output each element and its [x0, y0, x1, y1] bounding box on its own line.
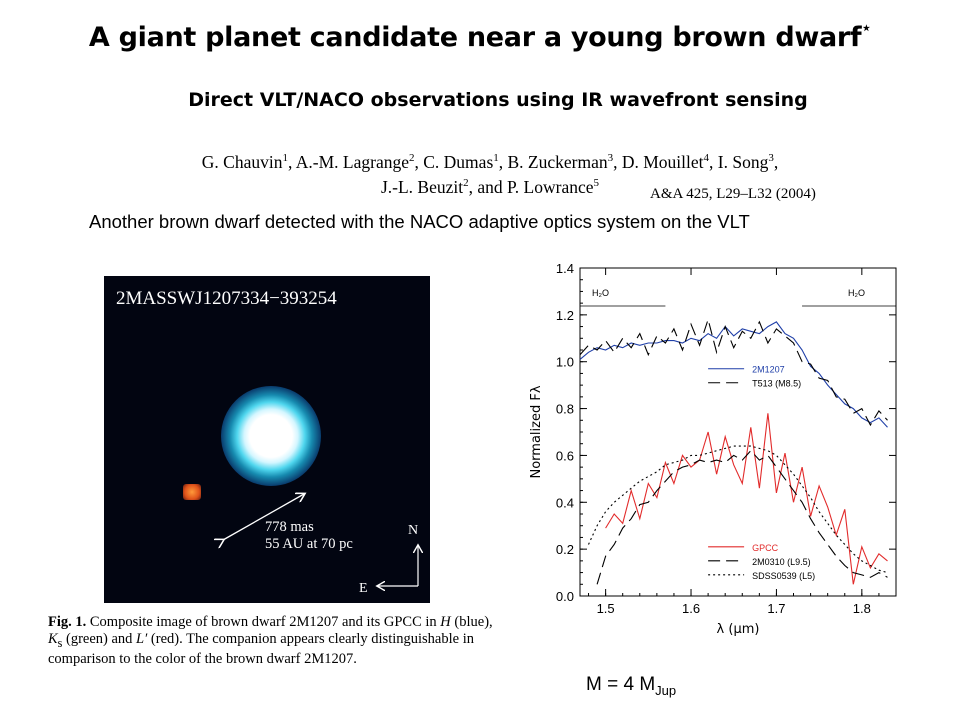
series-line-2m0310: [596, 449, 888, 585]
spectrum-chart: 0.0 0.2 0.4 0.6 0.8 1.0 1.2 1.4 1.5 1.6 1.7 1.8 λ (μ…: [529, 261, 897, 637]
figure-label: Fig. 1.: [48, 614, 87, 630]
affiliation-mark: 3: [607, 152, 614, 164]
x-tick-label: 1.5: [597, 601, 615, 616]
affiliation-mark: 5: [593, 176, 600, 189]
object-label: 2MASSWJ1207334−393254: [116, 288, 337, 309]
legend-label: T513 (M8.5): [752, 379, 801, 389]
affiliation-mark: 3: [768, 152, 774, 164]
y-tick-label: 0.4: [556, 495, 574, 510]
author-name: , C. Dumas: [414, 151, 494, 172]
legend-label: GPCC: [752, 543, 779, 553]
h2o-annotation-right: H₂O: [848, 288, 865, 298]
x-tick-label: 1.6: [682, 601, 700, 616]
author-line-2: J.-L. Beuzit2, and P. Lowrance5: [160, 173, 820, 198]
caption-text-1: Composite image of brown dwarf 2M1207 an…: [86, 614, 441, 630]
image-overlay: [104, 276, 430, 603]
y-tick-label: 0.6: [556, 448, 574, 463]
separation-mas: 778 mas: [265, 519, 314, 535]
author-name: , I. Song: [709, 151, 769, 172]
band-k: K: [48, 630, 58, 647]
author-name: , A.-M. Lagrange: [287, 151, 409, 172]
x-tick-label: 1.7: [767, 601, 785, 616]
author-name: ,: [773, 151, 779, 172]
series-line-t513: [579, 317, 888, 427]
composite-image: 2MASSWJ1207334−393254 778 mas 55 AU at 7…: [104, 276, 430, 603]
y-tick-label: 1.4: [556, 261, 574, 276]
x-tick-label: 1.8: [853, 601, 871, 616]
author-name: G. Chauvin: [201, 151, 283, 172]
compass-north-label: N: [408, 523, 419, 538]
separation-au: 55 AU at 70 pc: [265, 536, 353, 552]
mass-prefix: M = 4 M: [586, 674, 656, 695]
paper-subtitle: Direct VLT/NACO observations using IR wa…: [188, 89, 808, 111]
companion-source: [183, 484, 201, 500]
legend-label: SDSS0539 (L5): [752, 571, 815, 581]
mass-subscript: Jup: [655, 682, 677, 698]
journal-citation: A&A 425, L29–L32 (2004): [650, 186, 816, 202]
y-tick-label: 0.2: [556, 542, 574, 557]
paper-title: A giant planet candidate near a young br…: [0, 18, 960, 53]
separation-label: 778 mas 55 AU at 70 pc: [265, 519, 353, 553]
band-h: H: [440, 614, 451, 630]
band-k-sub: s: [57, 635, 63, 650]
affiliation-mark: 1: [493, 152, 499, 164]
affiliation-mark: 2: [409, 152, 415, 164]
caption-text-4: (red). The companion appears clearly dis…: [48, 630, 474, 667]
author-name: , B. Zuckerman: [498, 151, 608, 172]
compass-east-label: E: [359, 581, 368, 596]
figure-caption: Fig. 1. Composite image of brown dwarf 2…: [48, 614, 498, 667]
author-name: , and P. Lowrance: [468, 176, 594, 197]
h2o-annotation-left: H₂O: [592, 288, 609, 298]
y-tick-label: 0.0: [556, 589, 574, 604]
y-tick-label: 1.0: [556, 355, 574, 370]
series-line-sdss0539: [587, 445, 888, 574]
legend-label: 2M1207: [752, 365, 785, 375]
legend-label: 2M0310 (L9.5): [752, 557, 811, 567]
y-tick-label: 0.8: [556, 402, 574, 417]
planet-mass-label: M = 4 MJup: [586, 674, 676, 698]
caption-text-3: (green) and: [62, 630, 137, 647]
paper-title-text: A giant planet candidate near a young br…: [88, 22, 862, 53]
affiliation-mark: 2: [463, 176, 469, 189]
author-line-1: G. Chauvin1, A.-M. Lagrange2, C. Dumas1,…: [160, 148, 820, 173]
slide-caption: Another brown dwarf detected with the NA…: [89, 211, 750, 232]
title-footnote-mark: ⋆: [861, 18, 872, 37]
separation-arrow: [223, 494, 304, 540]
x-axis-label: λ (μm): [717, 622, 760, 637]
caption-text-2: (blue),: [450, 614, 493, 630]
y-axis-label: Normalized Fλ: [529, 385, 544, 478]
affiliation-mark: 4: [703, 152, 710, 164]
y-tick-label: 1.2: [556, 308, 574, 323]
band-l: L′: [136, 630, 148, 647]
brown-dwarf-glow: [221, 386, 321, 486]
series-line-gpcc: [605, 413, 888, 585]
series-line-2m1207: [579, 321, 888, 428]
author-name: J.-L. Beuzit: [380, 176, 464, 197]
author-name: , D. Mouillet: [613, 151, 704, 172]
affiliation-mark: 1: [282, 152, 288, 164]
author-list: G. Chauvin1, A.-M. Lagrange2, C. Dumas1,…: [160, 148, 820, 198]
